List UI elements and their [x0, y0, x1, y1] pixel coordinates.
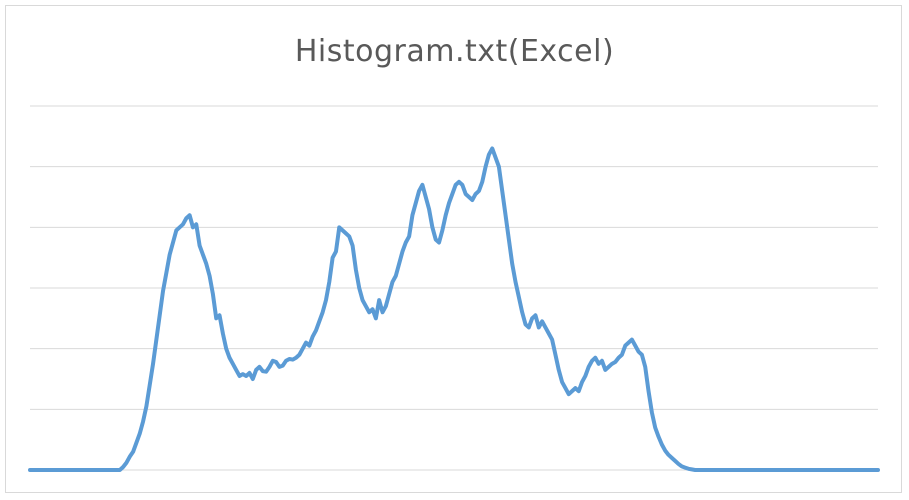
- series-line-0: [28, 146, 880, 472]
- chart-area: [5, 5, 902, 493]
- chart-title: Histogram.txt(Excel): [294, 34, 615, 69]
- gridlines: [30, 105, 878, 471]
- series-group: [28, 146, 880, 472]
